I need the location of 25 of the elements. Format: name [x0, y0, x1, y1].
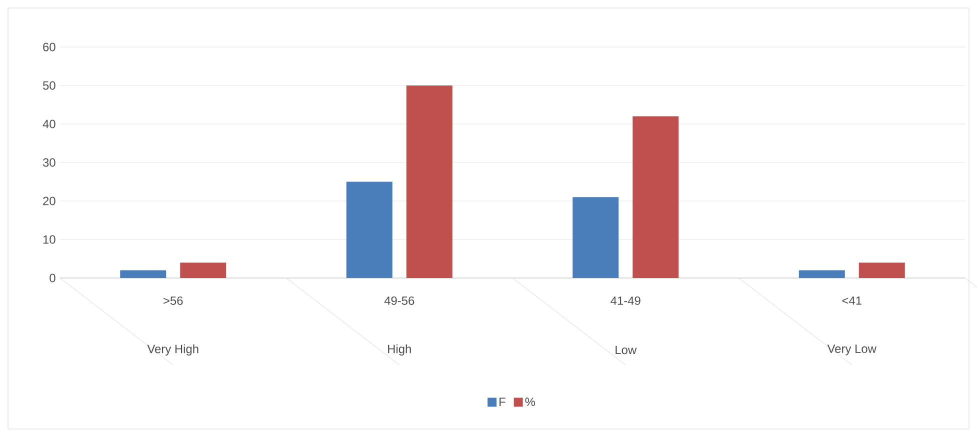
legend-label: F [500, 398, 506, 406]
bar [858, 262, 905, 278]
text: High [388, 344, 411, 356]
bar [632, 116, 679, 278]
x-tick-label: 41-49 [610, 296, 640, 305]
text: Low [616, 346, 637, 354]
y-tick-label: 0 [50, 274, 56, 282]
y-tick-label: 10 [43, 235, 56, 244]
y-tick-label: 30 [42, 158, 56, 167]
y-tick-label: 60 [43, 42, 56, 52]
bar [346, 182, 392, 278]
bar [180, 262, 226, 278]
text: Very Low [827, 344, 876, 356]
x-tick-label: >56 [164, 296, 183, 305]
y-tick-label: 50 [43, 81, 56, 90]
legend-label: % [525, 398, 536, 406]
y-tick-label: 20 [43, 196, 56, 206]
x-tick-label: 49-56 [384, 296, 414, 305]
bar [120, 270, 166, 278]
y-tick-label: 40 [42, 120, 56, 128]
bar [572, 197, 619, 278]
bar [798, 270, 845, 278]
text: Very High [147, 344, 198, 356]
x-tick-label: <41 [842, 296, 862, 305]
bar [406, 86, 452, 278]
